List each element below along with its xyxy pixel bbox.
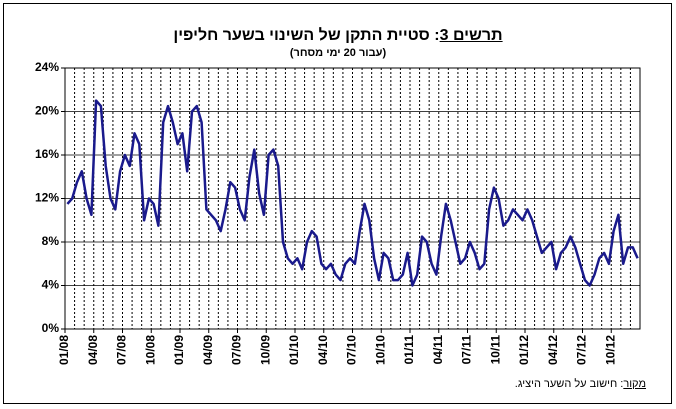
- x-tick-label: 07/09: [230, 335, 244, 365]
- y-tick-label: 16%: [35, 147, 59, 161]
- x-tick-label: 10/09: [258, 335, 272, 365]
- x-tick-label: 10/10: [373, 335, 387, 365]
- title-text: : סטיית התקן של השינוי בשער חליפין: [173, 27, 440, 44]
- x-tick-label: 10/11: [488, 335, 502, 365]
- source-note: מקור: חישוב על השער היציג.: [515, 378, 646, 390]
- x-tick-label: 04/08: [86, 335, 100, 365]
- y-tick-label: 8%: [42, 234, 60, 248]
- title-label: תרשים 3: [439, 27, 503, 44]
- y-tick-label: 24%: [35, 60, 59, 74]
- x-tick-label: 01/12: [517, 335, 531, 365]
- x-tick-label: 01/10: [287, 335, 301, 365]
- source-text: : חישוב על השער היציג.: [514, 378, 624, 390]
- x-tick-label: 10/08: [143, 335, 157, 365]
- chart-border: [3, 3, 672, 404]
- y-tick-label: 20%: [35, 104, 59, 118]
- y-tick-label: 4%: [42, 278, 60, 292]
- x-tick-label: 04/10: [316, 335, 330, 365]
- source-label: מקור: [623, 378, 646, 390]
- chart-title: תרשים 3: סטיית התקן של השינוי בשער חליפי…: [0, 27, 676, 45]
- y-tick-label: 0%: [42, 321, 60, 335]
- chart-subtitle: (עבור 20 ימי מסחר): [289, 47, 387, 59]
- x-tick-label: 04/11: [431, 335, 445, 365]
- x-tick-label: 07/10: [345, 335, 359, 365]
- x-tick-label: 01/08: [57, 335, 71, 365]
- x-tick-label: 07/08: [115, 335, 129, 365]
- x-tick-label: 01/11: [402, 335, 416, 365]
- y-tick-label: 12%: [35, 191, 59, 205]
- x-tick-label: 10/12: [603, 335, 617, 365]
- data-line: [66, 99, 639, 287]
- x-tick-label: 04/12: [546, 335, 560, 365]
- x-tick-label: 01/09: [172, 335, 186, 365]
- x-tick-label: 07/11: [460, 335, 474, 365]
- x-tick-label: 07/12: [575, 335, 589, 365]
- x-tick-label: 04/09: [201, 335, 215, 365]
